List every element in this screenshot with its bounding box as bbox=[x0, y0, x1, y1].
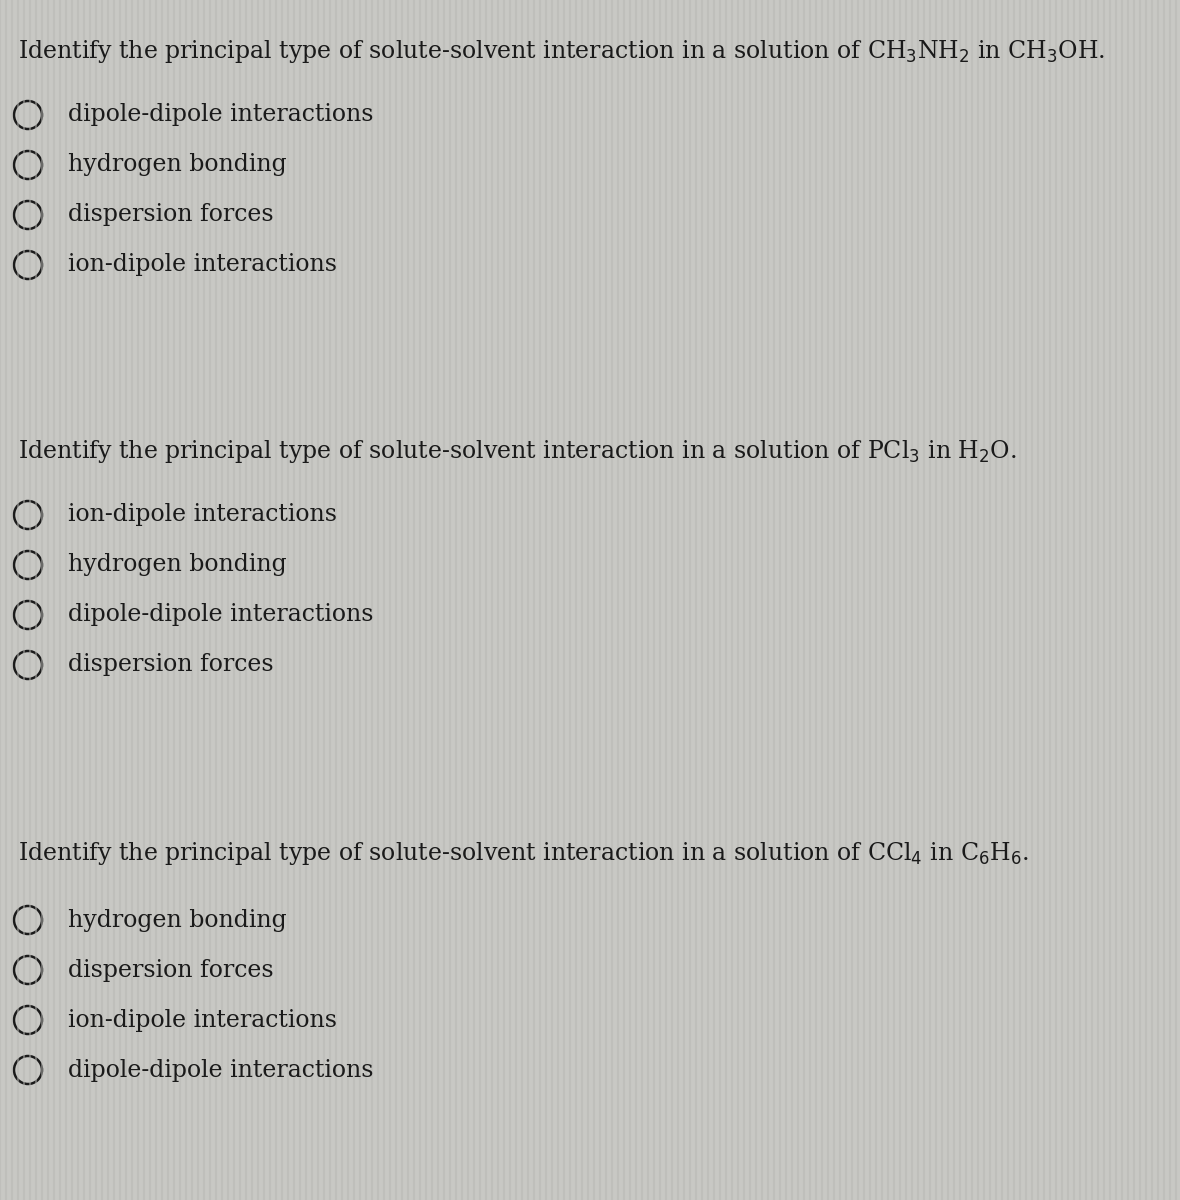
Text: ion-dipole interactions: ion-dipole interactions bbox=[68, 1008, 337, 1032]
Text: ion-dipole interactions: ion-dipole interactions bbox=[68, 253, 337, 276]
Text: hydrogen bonding: hydrogen bonding bbox=[68, 908, 287, 931]
Text: dipole-dipole interactions: dipole-dipole interactions bbox=[68, 103, 374, 126]
Text: dispersion forces: dispersion forces bbox=[68, 654, 274, 677]
Text: Identify the principal type of solute-solvent interaction in a solution of CH$_{: Identify the principal type of solute-so… bbox=[18, 38, 1106, 65]
Text: dispersion forces: dispersion forces bbox=[68, 204, 274, 227]
Text: hydrogen bonding: hydrogen bonding bbox=[68, 553, 287, 576]
Text: dipole-dipole interactions: dipole-dipole interactions bbox=[68, 604, 374, 626]
Text: hydrogen bonding: hydrogen bonding bbox=[68, 154, 287, 176]
Text: dipole-dipole interactions: dipole-dipole interactions bbox=[68, 1058, 374, 1081]
Text: ion-dipole interactions: ion-dipole interactions bbox=[68, 504, 337, 527]
Text: dispersion forces: dispersion forces bbox=[68, 959, 274, 982]
Text: Identify the principal type of solute-solvent interaction in a solution of PCl$_: Identify the principal type of solute-so… bbox=[18, 438, 1017, 464]
Text: Identify the principal type of solute-solvent interaction in a solution of CCl$_: Identify the principal type of solute-so… bbox=[18, 840, 1029, 866]
